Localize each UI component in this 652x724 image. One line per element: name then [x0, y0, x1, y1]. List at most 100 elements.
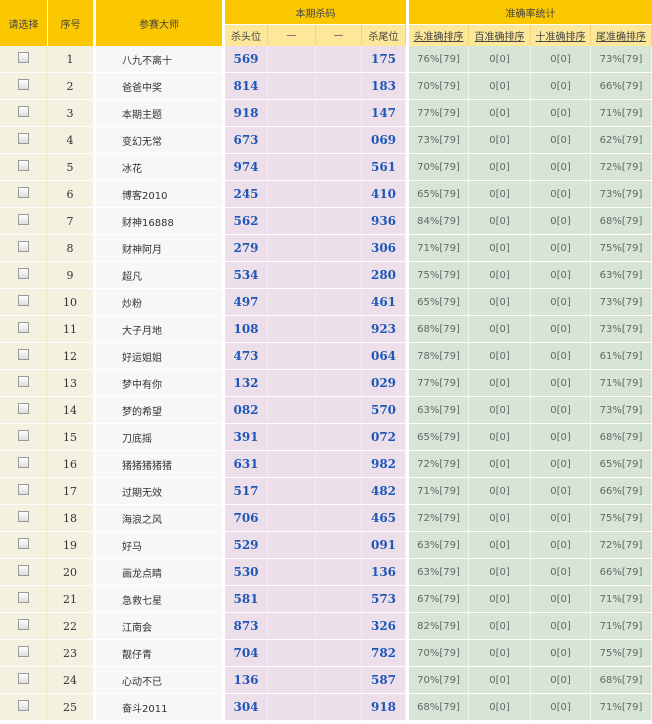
expert-name: 博客2010 [96, 181, 222, 208]
accuracy-stat: 73%[79] [591, 46, 652, 73]
row-checkbox[interactable] [17, 214, 29, 225]
blank-cell [268, 559, 316, 586]
accuracy-stat: 71%[79] [591, 694, 652, 721]
accuracy-stat: 0[0] [531, 424, 591, 451]
row-checkbox[interactable] [17, 565, 29, 576]
accuracy-stat: 0[0] [469, 397, 531, 424]
row-checkbox[interactable] [17, 322, 29, 333]
row-seq: 19 [47, 532, 93, 559]
accuracy-stat: 0[0] [531, 586, 591, 613]
blank-cell [268, 262, 316, 289]
row-checkbox[interactable] [17, 187, 29, 198]
row-checkbox[interactable] [17, 79, 29, 90]
blank-cell [316, 100, 362, 127]
table-row: 12 好运姐姐 473 064 78%[79] 0[0] 0[0] 61%[79] [0, 343, 652, 370]
accuracy-stat: 0[0] [531, 289, 591, 316]
accuracy-stat: 72%[79] [409, 505, 469, 532]
row-checkbox[interactable] [17, 484, 29, 495]
row-checkbox[interactable] [17, 376, 29, 387]
row-select-cell [0, 397, 47, 424]
accuracy-stat: 0[0] [531, 559, 591, 586]
accuracy-stat: 0[0] [531, 640, 591, 667]
sort-tail-accuracy[interactable]: 尾准确排序 [591, 24, 652, 46]
row-checkbox[interactable] [17, 160, 29, 171]
accuracy-stat: 68%[79] [409, 316, 469, 343]
row-seq: 15 [47, 424, 93, 451]
expert-name: 本期主题 [96, 100, 222, 127]
blank-cell [268, 235, 316, 262]
expert-name: 好运姐姐 [96, 343, 222, 370]
expert-name: 财神16888 [96, 208, 222, 235]
row-checkbox[interactable] [17, 349, 29, 360]
table-row: 8 财神阿月 279 306 71%[79] 0[0] 0[0] 75%[79] [0, 235, 652, 262]
row-seq: 24 [47, 667, 93, 694]
row-checkbox[interactable] [17, 133, 29, 144]
row-select-cell [0, 100, 47, 127]
table-row: 18 海浪之风 706 465 72%[79] 0[0] 0[0] 75%[79] [0, 505, 652, 532]
row-seq: 8 [47, 235, 93, 262]
kill-head-value: 873 [225, 613, 268, 640]
accuracy-stat: 65%[79] [409, 424, 469, 451]
blank-cell [268, 208, 316, 235]
accuracy-stat: 77%[79] [409, 370, 469, 397]
blank-cell [316, 235, 362, 262]
accuracy-stat: 0[0] [469, 478, 531, 505]
table-row: 25 奋斗2011 304 918 68%[79] 0[0] 0[0] 71%[79] [0, 694, 652, 721]
kill-tail-value: 029 [362, 370, 406, 397]
kill-tail-value: 175 [362, 46, 406, 73]
sort-head-accuracy[interactable]: 头准确排序 [409, 24, 469, 46]
row-checkbox[interactable] [17, 295, 29, 306]
expert-name: 爸爸中奖 [96, 73, 222, 100]
blank-cell [268, 586, 316, 613]
blank-cell [316, 532, 362, 559]
row-checkbox[interactable] [17, 538, 29, 549]
blank-cell [268, 478, 316, 505]
kill-head-value: 132 [225, 370, 268, 397]
header-seq: 序号 [47, 0, 93, 46]
kill-head-value: 562 [225, 208, 268, 235]
accuracy-stat: 63%[79] [409, 559, 469, 586]
row-checkbox[interactable] [17, 700, 29, 711]
accuracy-stat: 0[0] [469, 289, 531, 316]
row-checkbox[interactable] [17, 619, 29, 630]
accuracy-stat: 71%[79] [591, 613, 652, 640]
row-checkbox[interactable] [17, 403, 29, 414]
row-checkbox[interactable] [17, 673, 29, 684]
header-kill-head: 杀头位 [225, 24, 268, 46]
accuracy-stat: 75%[79] [591, 505, 652, 532]
row-checkbox[interactable] [17, 457, 29, 468]
accuracy-stat: 0[0] [469, 181, 531, 208]
row-checkbox[interactable] [17, 52, 29, 63]
row-checkbox[interactable] [17, 268, 29, 279]
kill-tail-value: 136 [362, 559, 406, 586]
blank-cell [268, 505, 316, 532]
accuracy-stat: 0[0] [469, 73, 531, 100]
kill-head-value: 814 [225, 73, 268, 100]
accuracy-stat: 71%[79] [591, 586, 652, 613]
row-checkbox[interactable] [17, 592, 29, 603]
kill-head-value: 108 [225, 316, 268, 343]
expert-name: 过期无效 [96, 478, 222, 505]
table-row: 20 画龙点睛 530 136 63%[79] 0[0] 0[0] 66%[79] [0, 559, 652, 586]
row-checkbox[interactable] [17, 430, 29, 441]
accuracy-stat: 68%[79] [409, 694, 469, 721]
sort-tens-accuracy[interactable]: 十准确排序 [531, 24, 591, 46]
blank-cell [268, 100, 316, 127]
row-checkbox[interactable] [17, 646, 29, 657]
accuracy-stat: 82%[79] [409, 613, 469, 640]
expert-name: 刀底摇 [96, 424, 222, 451]
row-checkbox[interactable] [17, 511, 29, 522]
kill-head-value: 918 [225, 100, 268, 127]
accuracy-stat: 70%[79] [409, 640, 469, 667]
row-seq: 3 [47, 100, 93, 127]
blank-cell [268, 640, 316, 667]
expert-name: 超凡 [96, 262, 222, 289]
accuracy-stat: 0[0] [531, 127, 591, 154]
sort-hundreds-accuracy[interactable]: 百准确排序 [469, 24, 531, 46]
row-checkbox[interactable] [17, 241, 29, 252]
accuracy-stat: 0[0] [531, 262, 591, 289]
row-select-cell [0, 262, 47, 289]
row-seq: 9 [47, 262, 93, 289]
row-checkbox[interactable] [17, 106, 29, 117]
row-seq: 2 [47, 73, 93, 100]
